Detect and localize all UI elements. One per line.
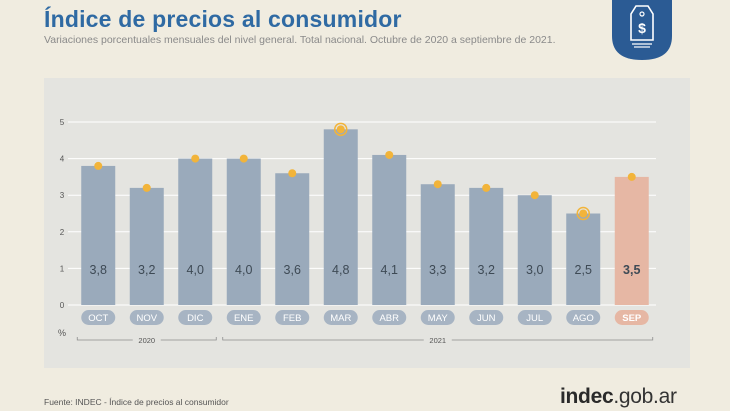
x-tick-label: MAY: [428, 313, 449, 324]
price-tag-dollar-icon: $: [612, 0, 672, 60]
x-tick-label: ENE: [234, 313, 254, 324]
bar: [517, 195, 552, 305]
bar: [275, 173, 310, 305]
data-label: 3,8: [90, 263, 107, 277]
marker: [433, 180, 442, 189]
cpi-bar-chart: 0 1 2 3 4 5 3,8 OCT 3,2 NOV 4,0 DIC 4,0 ENE 3,6 FEB 4,8 M…: [58, 118, 656, 345]
category-pill: [372, 310, 407, 325]
x-tick-label: DIC: [187, 313, 204, 324]
data-label: 2,5: [575, 263, 592, 277]
x-tick-label: JUN: [477, 313, 496, 324]
chart-panel: 0 1 2 3 4 5 3,8 OCT 3,2 NOV 4,0 DIC 4,0 ENE 3,6 FEB 4,8 M…: [44, 78, 690, 368]
bar: [178, 158, 213, 305]
marker-ring: [334, 122, 348, 137]
y-tick-label: 3: [60, 191, 65, 200]
source-note: Fuente: INDEC - Índice de precios al con…: [44, 397, 229, 407]
data-label: 3,3: [429, 263, 446, 277]
marker: [94, 161, 103, 170]
bar: [614, 176, 649, 305]
data-label: 3,5: [623, 263, 640, 277]
marker: [142, 183, 151, 192]
marker: [385, 150, 394, 159]
x-tick-label: ABR: [379, 313, 399, 324]
data-label: 3,6: [284, 263, 301, 277]
marker: [239, 154, 248, 163]
brand-suffix: .gob.ar: [613, 385, 677, 408]
marker-ring: [576, 206, 590, 221]
marker: [627, 172, 636, 181]
bar: [420, 184, 455, 305]
x-tick-label: NOV: [136, 313, 157, 324]
page-title: Índice de precios al consumidor: [44, 6, 402, 32]
marker: [579, 209, 588, 218]
marker: [191, 154, 200, 163]
bar: [372, 154, 407, 305]
data-label: 4,0: [187, 263, 204, 277]
x-tick-label: JUL: [526, 313, 543, 324]
category-pill: [178, 310, 213, 325]
category-pill: [420, 310, 455, 325]
category-pill: [517, 310, 552, 325]
bar: [81, 165, 116, 305]
x-tick-label: MAR: [330, 313, 351, 324]
y-tick-label: 1: [60, 264, 65, 273]
page-subtitle: Variaciones porcentuales mensuales del n…: [44, 34, 556, 46]
x-tick-label: OCT: [88, 313, 108, 324]
category-pill: [129, 310, 164, 325]
category-pill: [614, 310, 649, 325]
marker: [288, 169, 297, 178]
year-label: 2020: [138, 336, 155, 345]
y-tick-label: 2: [60, 228, 65, 237]
year-label-bg: [132, 335, 161, 345]
svg-text:$: $: [638, 20, 646, 36]
data-label: 3,2: [138, 263, 155, 277]
category-pill: [566, 310, 601, 325]
marker: [336, 125, 345, 134]
category-pill: [81, 310, 116, 325]
year-label: 2021: [429, 336, 446, 345]
unit-label: %: [58, 328, 66, 338]
data-label: 4,1: [381, 263, 398, 277]
y-tick-label: 5: [60, 118, 65, 127]
data-label: 4,0: [235, 263, 252, 277]
indec-logo: indec.gob.ar: [560, 385, 677, 409]
bar: [323, 129, 358, 305]
year-label-bg: [423, 335, 452, 345]
y-tick-label: 0: [60, 301, 65, 310]
category-pill: [275, 310, 310, 325]
marker: [482, 183, 491, 192]
data-label: 3,2: [478, 263, 495, 277]
category-pill: [469, 310, 504, 325]
bar: [566, 213, 601, 305]
bar: [129, 187, 164, 305]
data-label: 3,0: [526, 263, 543, 277]
bar: [469, 187, 504, 305]
x-tick-label: SEP: [622, 313, 642, 324]
brand-main: indec: [560, 385, 614, 408]
category-pill: [226, 310, 261, 325]
marker: [530, 191, 539, 200]
x-tick-label: AGO: [573, 313, 594, 324]
bar: [226, 158, 261, 305]
category-pill: [323, 310, 358, 325]
y-tick-label: 4: [60, 155, 65, 164]
x-tick-label: FEB: [283, 313, 301, 324]
data-label: 4,8: [332, 263, 349, 277]
